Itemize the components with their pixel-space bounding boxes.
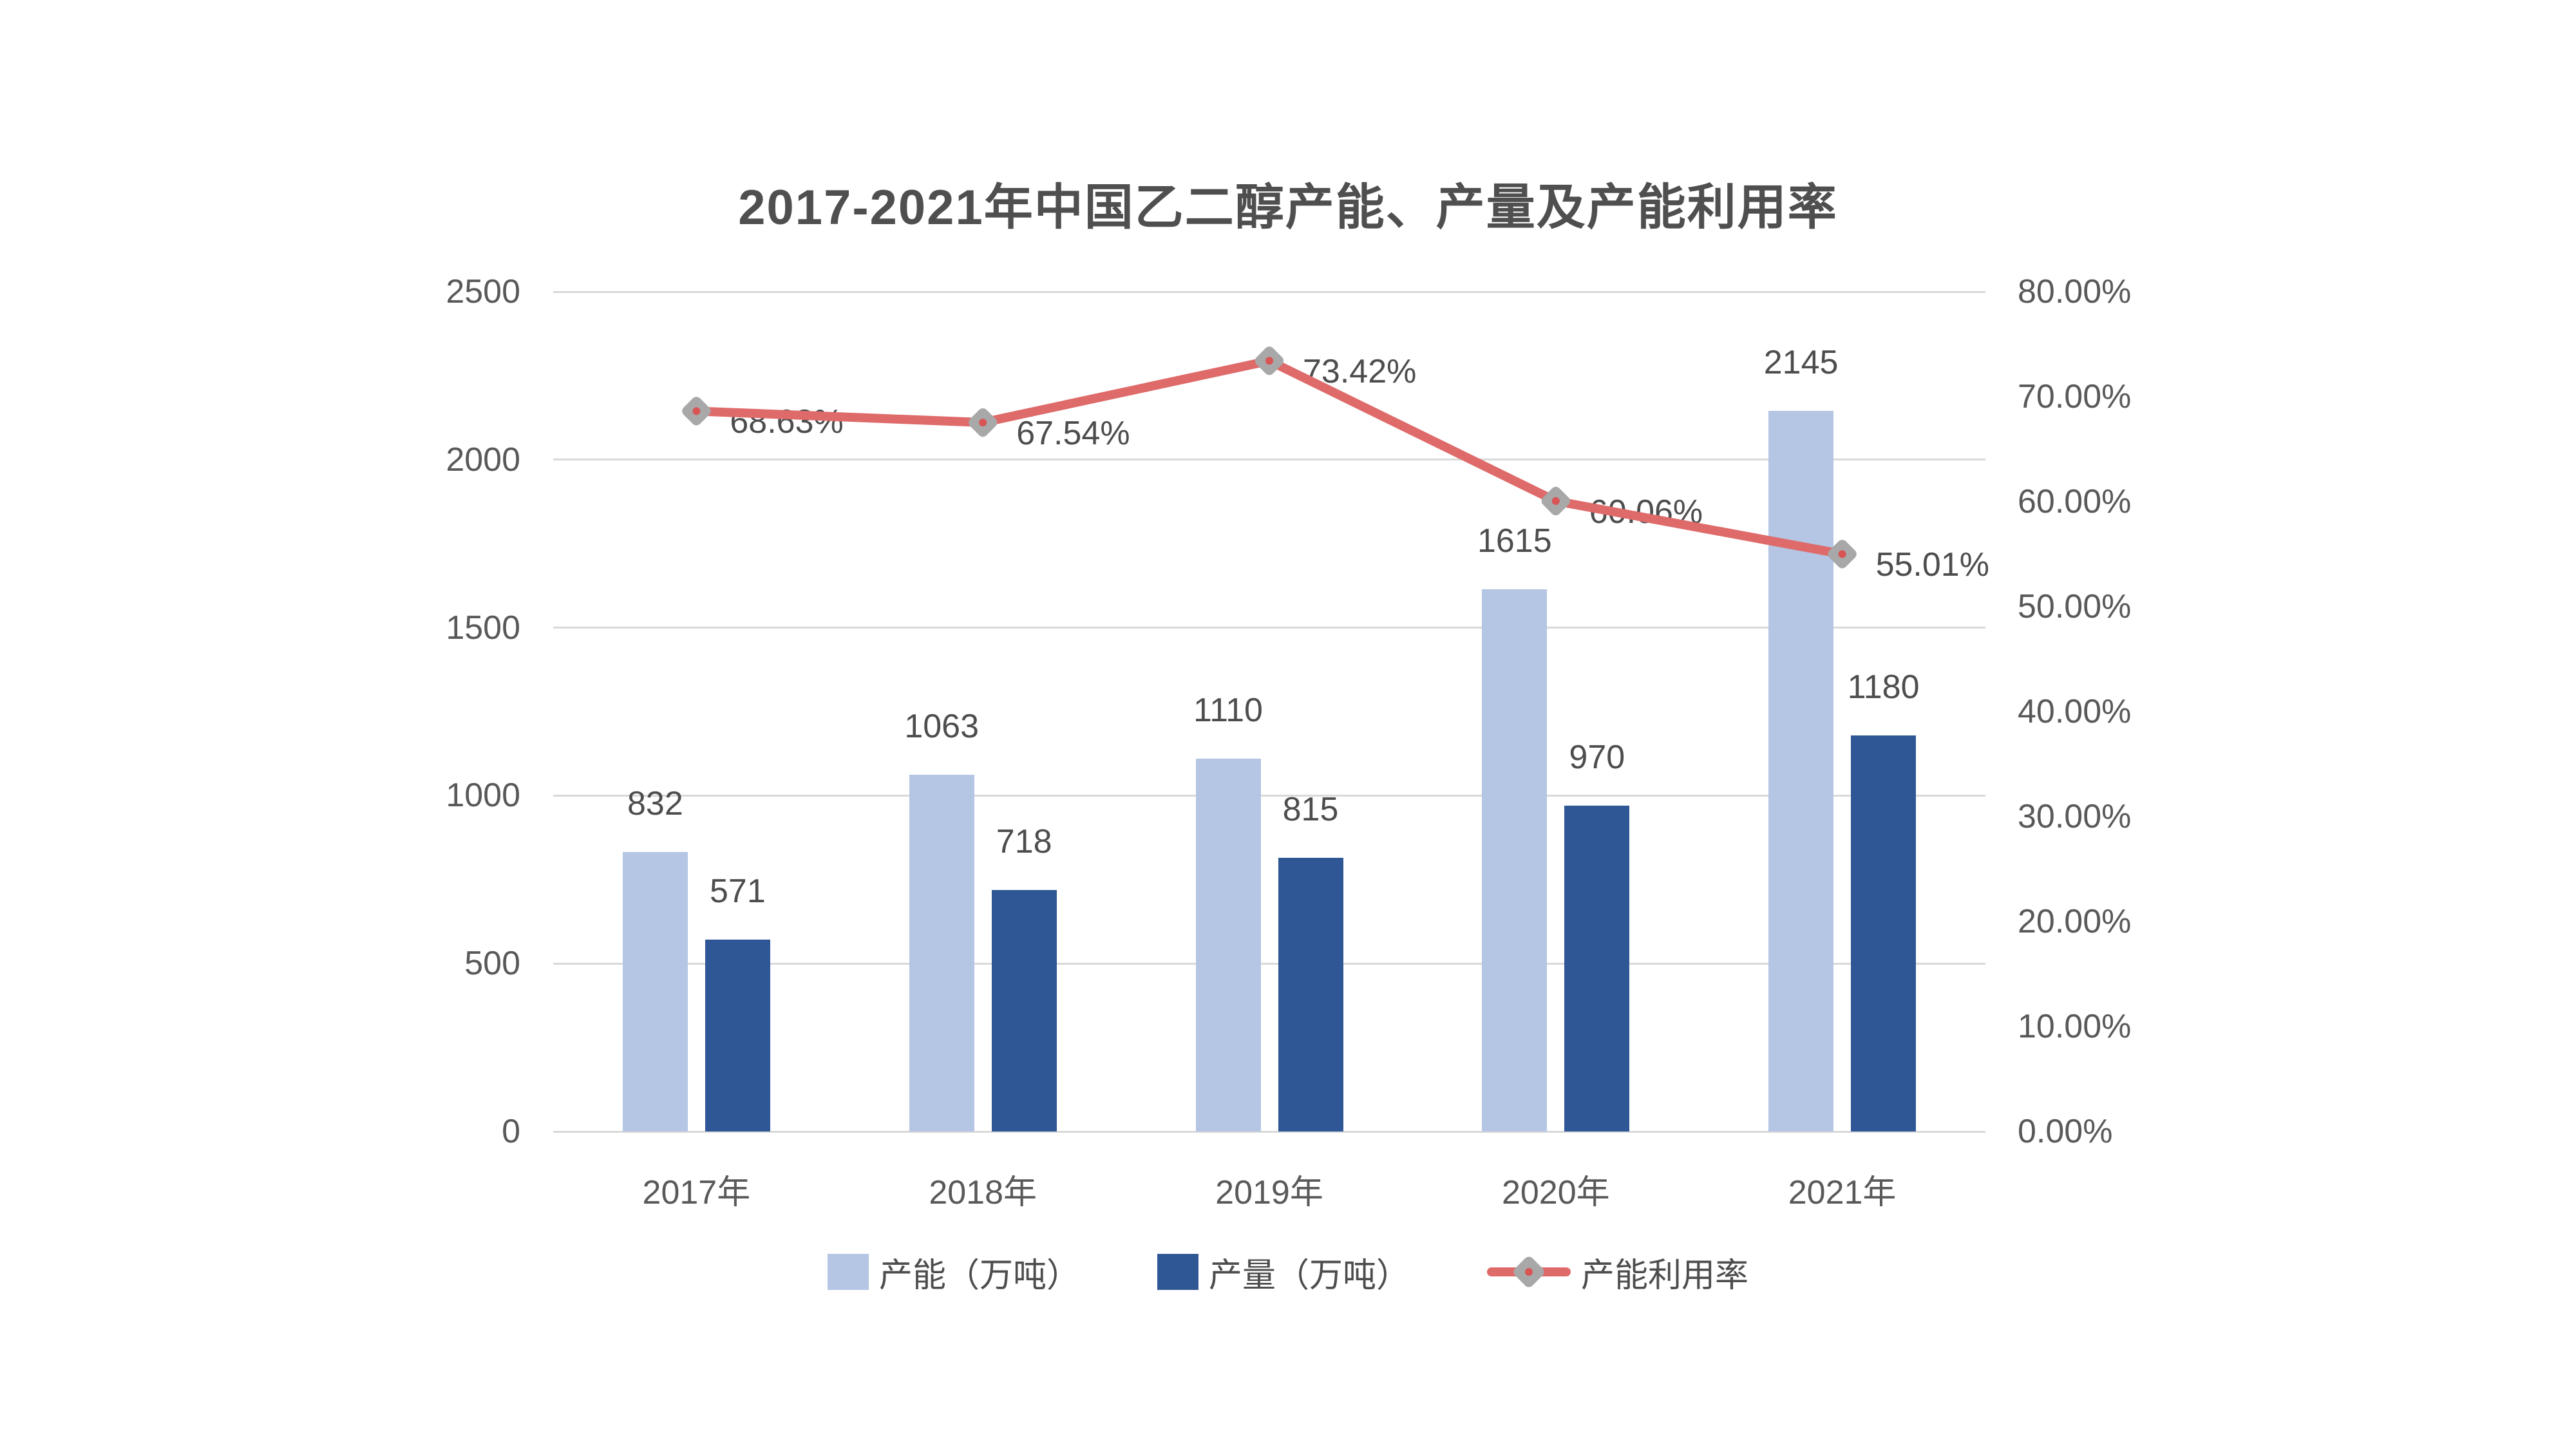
- y-axis-tick-left: 500: [464, 945, 520, 983]
- utilization-value-label: 60.06%: [1589, 493, 1703, 531]
- utilization-marker-dot: [692, 407, 701, 415]
- x-axis-label: 2020年: [1501, 1174, 1610, 1211]
- y-axis-tick-right: 80.00%: [2018, 273, 2132, 310]
- gridline: [553, 627, 1985, 629]
- production-bar: [705, 940, 770, 1132]
- y-axis-tick-left: 2000: [446, 440, 520, 478]
- utilization-value-label: 73.42%: [1303, 353, 1417, 391]
- legend-label: 产能（万吨）: [878, 1256, 1080, 1294]
- capacity-value-label: 832: [627, 785, 683, 823]
- y-axis-tick-right: 60.00%: [2018, 483, 2132, 520]
- production-bar: [1278, 857, 1343, 1132]
- legend-label: 产能利用率: [1581, 1256, 1749, 1294]
- legend: 产能（万吨） 产量（万吨） 产能利用率: [0, 1243, 2576, 1301]
- utilization-marker-dot: [1265, 357, 1273, 365]
- chart-title: 2017-2021年中国乙二醇产能、产量及产能利用率: [738, 180, 1838, 235]
- capacity-value-label: 1110: [1193, 692, 1263, 730]
- x-axis-label: 2021年: [1788, 1174, 1897, 1211]
- utilization-marker: [1541, 486, 1570, 516]
- y-axis-tick-left: 2500: [446, 273, 520, 310]
- legend-diamond-dot-icon: [1525, 1268, 1533, 1276]
- y-axis-tick-right: 70.00%: [2018, 378, 2132, 415]
- utilization-marker: [682, 397, 711, 426]
- capacity-value-label: 1615: [1477, 522, 1552, 560]
- gridline: [553, 794, 1985, 797]
- production-value-label: 970: [1569, 739, 1625, 777]
- y-axis-tick-right: 10.00%: [2018, 1008, 2132, 1045]
- utilization-marker-dot: [1551, 497, 1560, 506]
- capacity-bar: [1768, 411, 1834, 1132]
- utilization-value-label: 67.54%: [1016, 415, 1130, 453]
- legend-item: 产能（万吨）: [827, 1248, 1080, 1296]
- gridline: [553, 290, 1985, 293]
- y-axis-tick-left: 1000: [446, 777, 520, 815]
- utilization-marker: [1255, 346, 1284, 375]
- production-legend-swatch: [1157, 1254, 1198, 1290]
- y-axis-tick-left: 1500: [446, 609, 520, 647]
- y-axis-tick-right: 30.00%: [2018, 798, 2132, 835]
- y-axis-tick-left: 0: [502, 1113, 520, 1150]
- y-axis-tick-right: 0.00%: [2018, 1113, 2113, 1150]
- production-value-label: 718: [996, 823, 1052, 861]
- production-bar: [1564, 806, 1630, 1132]
- utilization-legend-swatch: [1487, 1254, 1571, 1290]
- y-axis-tick-right: 20.00%: [2018, 903, 2132, 940]
- utilization-marker: [969, 408, 998, 437]
- legend-item: 产量（万吨）: [1157, 1248, 1410, 1296]
- production-bar: [991, 890, 1057, 1132]
- x-axis-label: 2019年: [1215, 1174, 1323, 1211]
- utilization-value-label: 68.63%: [730, 403, 844, 441]
- capacity-value-label: 1063: [904, 707, 980, 745]
- utilization-marker-dot: [1838, 550, 1846, 558]
- y-axis-tick-right: 50.00%: [2018, 588, 2132, 625]
- capacity-bar: [909, 774, 974, 1132]
- utilization-value-label: 55.01%: [1875, 546, 1989, 584]
- production-value-label: 1180: [1847, 668, 1920, 706]
- utilization-marker-dot: [979, 419, 987, 427]
- production-value-label: 571: [710, 873, 766, 911]
- production-bar: [1851, 735, 1917, 1132]
- production-value-label: 815: [1282, 790, 1339, 828]
- x-axis-label: 2017年: [642, 1174, 751, 1211]
- legend-item: 产能利用率: [1487, 1248, 1748, 1296]
- gridline: [553, 1130, 1985, 1133]
- capacity-bar: [1195, 759, 1261, 1132]
- capacity-bar: [622, 852, 688, 1132]
- x-axis-label: 2018年: [929, 1174, 1037, 1211]
- capacity-bar: [1482, 589, 1548, 1132]
- capacity-legend-swatch: [827, 1254, 869, 1290]
- gridline: [553, 962, 1985, 965]
- y-axis-tick-right: 40.00%: [2018, 693, 2132, 730]
- capacity-value-label: 2145: [1763, 344, 1839, 382]
- legend-label: 产量（万吨）: [1208, 1256, 1410, 1294]
